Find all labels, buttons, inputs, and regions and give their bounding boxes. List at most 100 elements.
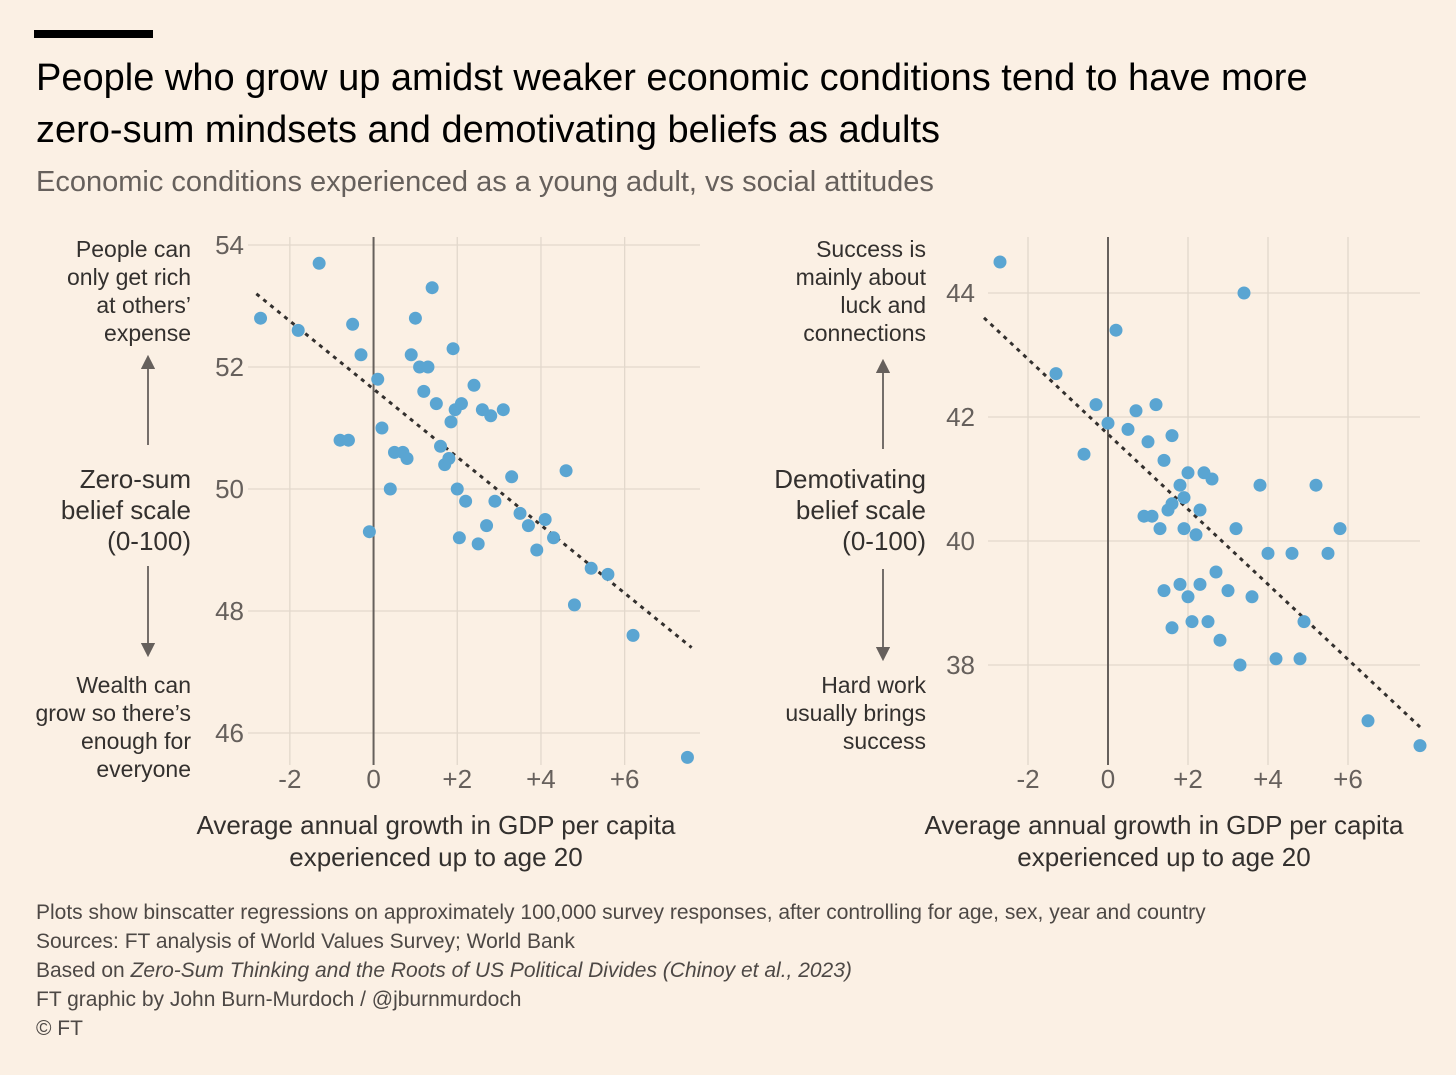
data-point: [467, 378, 481, 392]
footer-paper-title: Zero-Sum Thinking and the Roots of US Po…: [130, 959, 852, 982]
data-point: [425, 281, 439, 295]
data-point: [341, 433, 355, 447]
y-tick-label: 40: [946, 526, 975, 556]
data-point: [1177, 491, 1191, 505]
top-annotation-line: luck and: [840, 292, 926, 318]
data-point: [1157, 584, 1171, 598]
x-tick-label: +4: [526, 764, 556, 794]
bottom-annotation-line: everyone: [96, 756, 191, 782]
data-point: [1189, 528, 1203, 542]
x-tick-label: +6: [610, 764, 640, 794]
x-tick-label: +2: [1173, 764, 1203, 794]
data-point: [559, 464, 573, 478]
data-point: [530, 543, 544, 557]
y-tick-label: 50: [215, 474, 244, 504]
data-point: [626, 628, 640, 642]
data-point: [446, 342, 460, 356]
data-point: [254, 311, 268, 325]
footer-sources: Sources: FT analysis of World Values Sur…: [36, 930, 575, 953]
data-point: [1077, 447, 1091, 461]
data-point: [346, 317, 360, 331]
data-point: [1293, 652, 1307, 666]
data-point: [442, 452, 456, 465]
x-axis-label-line: experienced up to age 20: [1017, 842, 1310, 872]
data-point: [459, 494, 473, 508]
data-point: [1121, 422, 1135, 436]
data-point: [1145, 509, 1159, 523]
x-tick-label: -2: [1016, 764, 1039, 794]
data-point: [404, 348, 418, 362]
top-annotation-line: only get rich: [67, 264, 191, 290]
data-point: [1177, 522, 1191, 536]
bottom-annotation-line: usually brings: [785, 700, 926, 726]
x-tick-label: 0: [1101, 764, 1115, 794]
data-point: [1153, 522, 1167, 536]
data-point: [993, 255, 1007, 269]
data-point: [1129, 404, 1143, 418]
data-point: [375, 421, 389, 435]
y-tick-label: 54: [215, 230, 244, 260]
data-point: [1193, 503, 1207, 517]
data-point: [383, 482, 397, 496]
data-point: [1233, 658, 1247, 672]
top-annotation-line: People can: [76, 236, 191, 262]
top-annotation-line: at others’: [96, 292, 191, 318]
bottom-annotation-line: Wealth can: [76, 672, 191, 698]
trend-line: [982, 316, 1422, 729]
footer-credit: FT graphic by John Burn-Murdoch / @jburn…: [36, 988, 522, 1011]
data-point: [1101, 416, 1115, 430]
data-point: [538, 513, 552, 526]
data-point: [1157, 453, 1171, 467]
x-axis-label-line: Average annual growth in GDP per capita: [197, 810, 676, 840]
data-point: [1285, 546, 1299, 560]
y-axis-label-line: (0-100): [107, 526, 191, 556]
data-point: [1237, 286, 1251, 300]
data-point: [1245, 590, 1259, 604]
x-tick-label: -2: [278, 764, 301, 794]
data-point: [434, 439, 448, 453]
data-point: [450, 482, 464, 496]
footer-based-prefix: Based on: [36, 959, 131, 982]
top-annotation-line: mainly about: [796, 264, 927, 290]
data-point: [1413, 739, 1427, 753]
footer: Plots show binscatter regressions on app…: [36, 898, 1206, 1043]
data-point: [291, 323, 305, 337]
data-point: [400, 452, 414, 465]
data-point: [471, 537, 485, 551]
data-point: [1165, 621, 1179, 635]
top-annotation-line: expense: [104, 320, 191, 346]
data-point: [1253, 478, 1267, 492]
data-point: [429, 397, 443, 411]
bottom-annotation-line: success: [843, 728, 926, 754]
data-point: [1205, 472, 1219, 486]
footer-note: Plots show binscatter regressions on app…: [36, 901, 1206, 924]
data-point: [1321, 546, 1335, 560]
y-axis-label-line: belief scale: [796, 495, 926, 525]
data-point: [408, 311, 422, 325]
y-tick-label: 52: [215, 352, 244, 382]
data-point: [1173, 577, 1187, 591]
data-point: [488, 494, 502, 508]
data-point: [1361, 714, 1375, 728]
footer-based-on: Based on Zero-Sum Thinking and the Roots…: [36, 956, 1206, 985]
data-point: [1109, 323, 1123, 337]
data-point: [1049, 367, 1063, 381]
data-point: [1173, 478, 1187, 492]
data-point: [480, 519, 494, 533]
data-point: [1149, 398, 1163, 412]
y-axis-label-line: Zero-sum: [80, 464, 191, 494]
y-tick-label: 48: [215, 596, 244, 626]
bottom-annotation-line: enough for: [81, 728, 191, 754]
data-point: [444, 415, 458, 429]
bottom-annotation-line: Hard work: [821, 672, 926, 698]
data-point: [680, 750, 694, 764]
footer-copyright: © FT: [36, 1017, 83, 1040]
data-point: [1333, 522, 1347, 536]
data-point: [1181, 590, 1195, 604]
data-point: [452, 531, 466, 545]
data-point: [1209, 565, 1223, 579]
data-point: [505, 470, 519, 484]
